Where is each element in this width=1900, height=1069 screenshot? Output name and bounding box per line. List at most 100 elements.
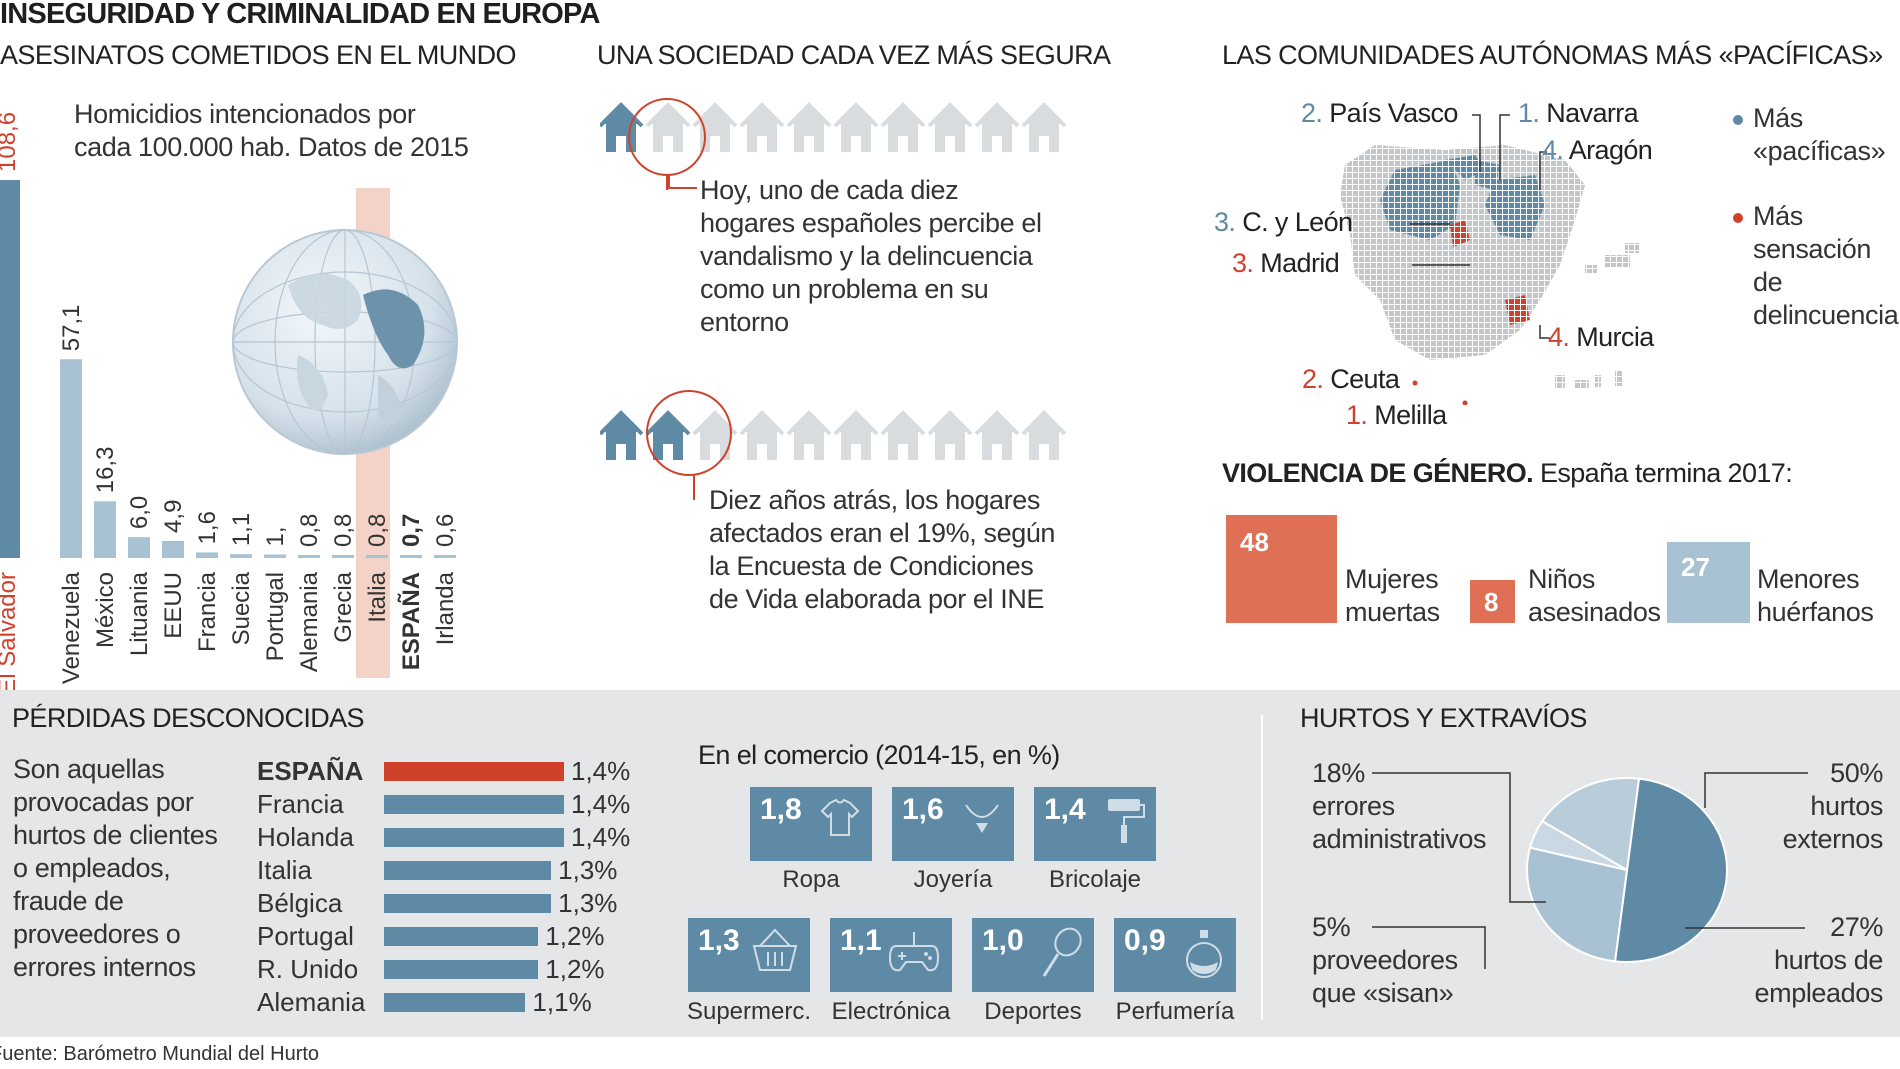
pie-label-external-pct: 50% <box>1830 758 1883 788</box>
losses-description-line: hurtos de clientes <box>13 820 218 850</box>
house-icon <box>600 410 644 460</box>
murders-value-label: 1,6 <box>194 511 221 544</box>
losses-bar <box>384 927 539 946</box>
commerce-tile-deportes: 1,0 <box>972 918 1094 992</box>
house-icon <box>927 102 973 152</box>
murders-bar <box>0 180 20 558</box>
house-icon <box>927 410 973 460</box>
losses-description-line: errores internos <box>13 952 196 982</box>
murders-value-label: 0,8 <box>330 514 357 547</box>
losses-value-label: 1,2% <box>545 921 605 951</box>
house-icon <box>739 410 785 460</box>
house-icon <box>645 410 691 460</box>
region-crime-4: 4. Murcia <box>1548 322 1654 352</box>
pie-label-external-line: externos <box>1782 824 1884 854</box>
gender-label-orphans: Menores huérfanos <box>1757 564 1874 627</box>
commerce-label-electronica: Electrónica <box>831 998 951 1025</box>
losses-value-label: 1,3% <box>558 855 618 885</box>
commerce-label-super: Supermerc. <box>686 998 812 1025</box>
commerce-label-perfumeria: Perfumería <box>1115 998 1235 1025</box>
losses-bar <box>384 861 552 880</box>
house-icon <box>1021 410 1067 460</box>
murders-value-label: 4,9 <box>160 500 187 533</box>
murders-category-label: Francia <box>194 571 221 652</box>
commerce-tile-joyeria: 1,6 <box>892 787 1014 861</box>
house-icon <box>786 102 832 152</box>
losses-country-label: ESPAÑA <box>257 756 364 786</box>
house-icon <box>833 410 879 460</box>
thefts-heading: HURTOS Y EXTRAVÍOS <box>1300 703 1587 733</box>
pie-slice <box>1613 777 1728 963</box>
commerce-tile-electronica: 1,1 <box>830 918 952 992</box>
gender-heading: VIOLENCIA DE GÉNERO. España termina 2017… <box>1222 458 1793 488</box>
region-crime-3: 3. Madrid <box>1232 248 1340 278</box>
legend-crime: Más sensación de delincuencia <box>1753 200 1900 332</box>
murders-bar <box>94 501 116 558</box>
society-text-now-line: hogares españoles percibe el <box>700 208 1042 238</box>
gender-tile-women: 48 <box>1226 515 1337 623</box>
house-icon <box>645 102 691 152</box>
losses-country-label: Alemania <box>257 987 366 1017</box>
murders-subtitle: Homicidios intencionados por cada 100.00… <box>74 98 469 164</box>
murders-value-label: 1, <box>262 527 289 547</box>
losses-country-label: Italia <box>257 855 312 885</box>
murders-bar <box>400 555 422 558</box>
pie-label-employees-pct: 27% <box>1830 912 1883 942</box>
pie-slice <box>1540 777 1641 872</box>
murders-subtitle-line1: Homicidios intencionados por <box>74 99 416 129</box>
losses-country-label: Bélgica <box>257 888 343 918</box>
necklace-icon <box>965 804 999 833</box>
murders-value-label: 108,6 <box>0 112 21 172</box>
society-text-before-line: Diez años atrás, los hogares <box>709 485 1040 515</box>
losses-value-label: 1,2% <box>545 954 605 984</box>
legend-crime-dot <box>1733 213 1743 223</box>
panel-divider <box>1261 715 1263 1020</box>
region-pacific-4: 4. Aragón <box>1542 135 1653 165</box>
pie-label-suppliers-line: proveedores <box>1312 945 1458 975</box>
losses-description-line: provocadas por <box>13 787 194 817</box>
murders-category-label: Alemania <box>296 571 323 672</box>
murders-category-label: México <box>92 572 119 648</box>
murders-category-label: Irlanda <box>432 571 459 645</box>
house-icon <box>974 410 1020 460</box>
murders-category-label: ESPAÑA <box>397 572 425 670</box>
racket-icon <box>1042 927 1082 977</box>
house-icon <box>880 410 926 460</box>
losses-bar <box>384 795 564 814</box>
losses-description-line: Son aquellas <box>13 754 165 784</box>
map-leader-lines <box>1410 114 1550 339</box>
losses-value-label: 1,1% <box>532 987 592 1017</box>
commerce-tile-ropa: 1,8 <box>750 787 872 861</box>
house-icon <box>833 102 879 152</box>
losses-country-label: R. Unido <box>257 954 359 984</box>
globe-icon <box>232 229 458 455</box>
losses-description-line: o empleados, <box>13 853 171 883</box>
region-pacific-3: 3. C. y León <box>1214 207 1353 237</box>
legend-crime-line: Más <box>1753 201 1803 231</box>
murders-value-label: 0,6 <box>432 514 459 547</box>
gender-tile-orphans: 27 <box>1667 542 1750 623</box>
commerce-label-bricolaje: Bricolaje <box>1048 866 1142 893</box>
commerce-label-deportes: Deportes <box>984 998 1082 1025</box>
commerce-label-joyeria: Joyería <box>913 866 993 893</box>
pie-label-external: 50% hurtos externos <box>1700 757 1884 856</box>
house-icon <box>786 410 832 460</box>
losses-bar <box>384 993 526 1012</box>
pie-leader-lines <box>1372 772 1808 969</box>
perfume-icon <box>1186 930 1222 978</box>
losses-bar <box>384 828 564 847</box>
society-text-now-line: entorno <box>700 307 789 337</box>
society-text-now-line: vandalismo y la delincuencia <box>700 241 1033 271</box>
murders-category-label: Portugal <box>262 572 289 661</box>
gender-tile-children: 8 <box>1470 580 1515 623</box>
source-note: Fuente: Barómetro Mundial del Hurto <box>0 1043 320 1065</box>
murders-bar <box>128 537 150 558</box>
pie-label-errors: 18% errores administrativos <box>1312 757 1486 856</box>
murders-bar <box>434 555 456 558</box>
murders-value-label: 57,1 <box>58 305 85 352</box>
pie-label-errors-line: errores <box>1312 791 1395 821</box>
murders-value-label: 16,3 <box>92 447 119 494</box>
murders-value-label: 0,8 <box>296 514 323 547</box>
pie-slice <box>1526 846 1629 963</box>
murders-bar <box>264 554 286 558</box>
